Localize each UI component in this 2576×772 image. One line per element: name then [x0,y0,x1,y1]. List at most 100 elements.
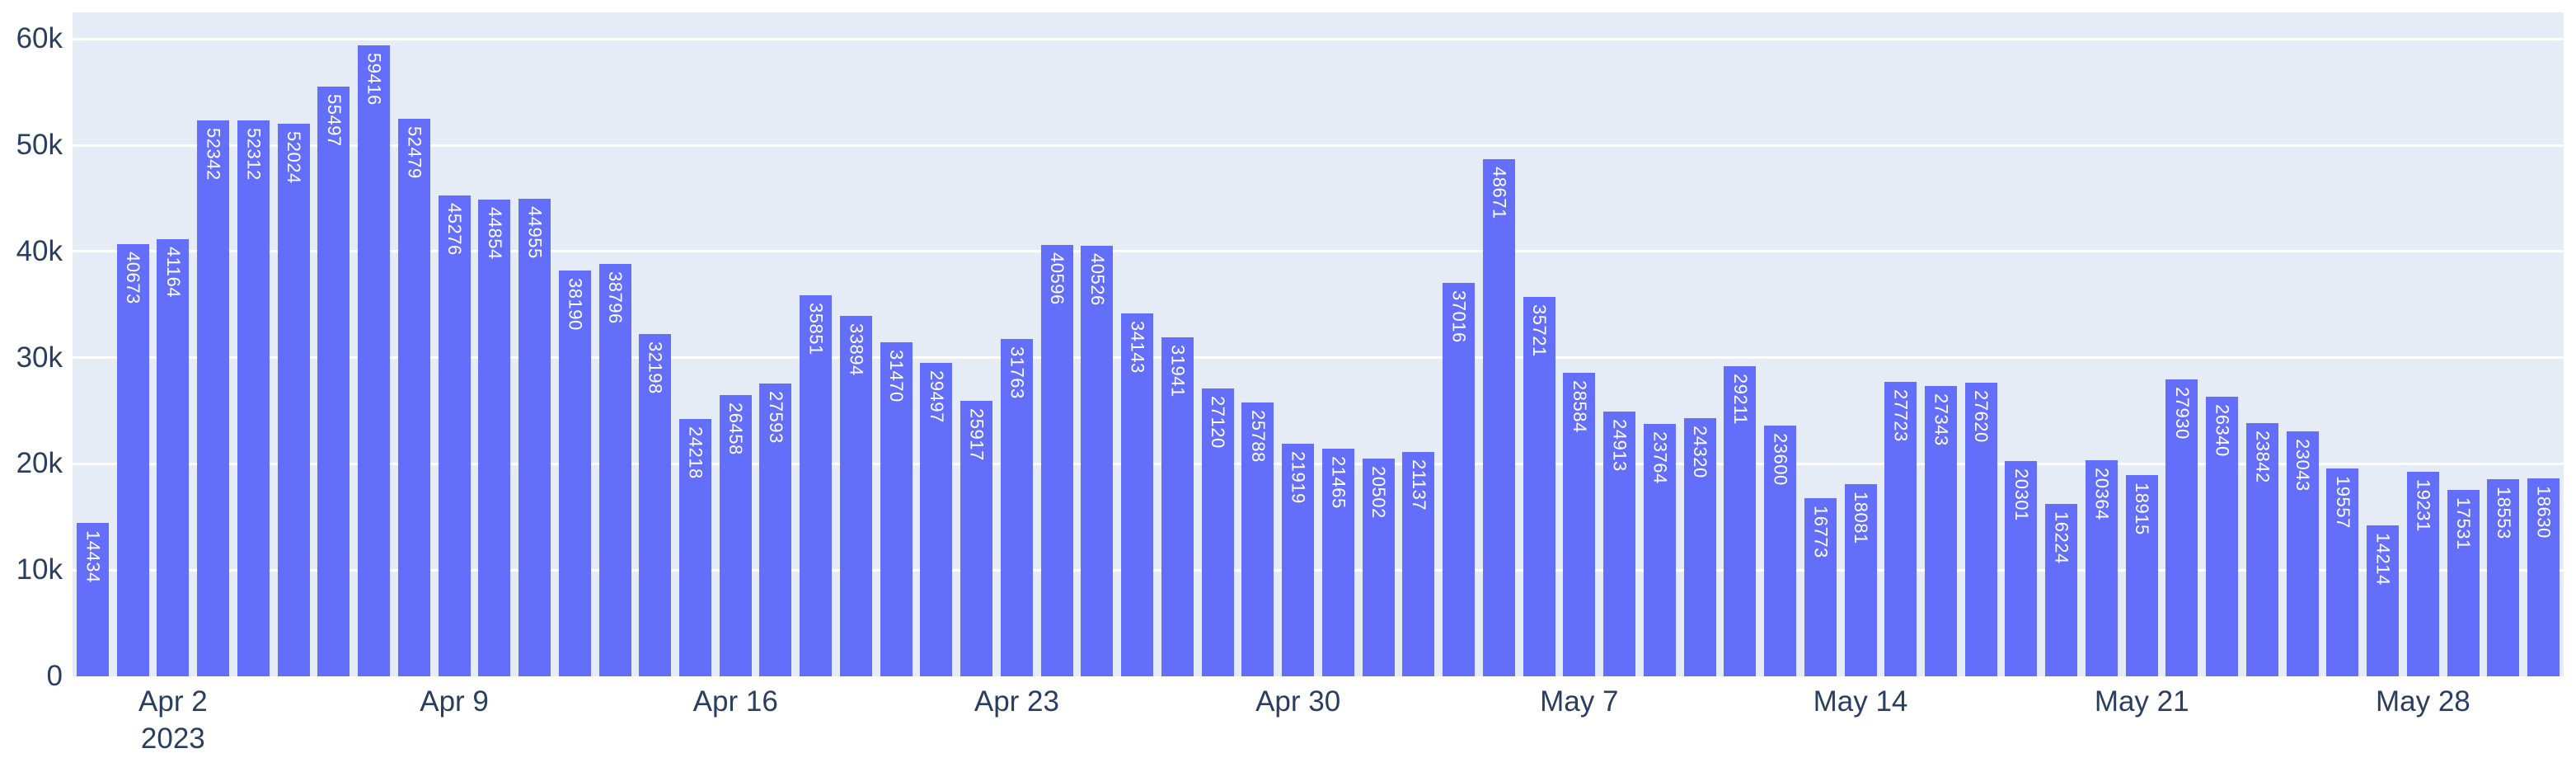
bar[interactable]: 25788 [1241,402,1274,676]
bar[interactable]: 41164 [157,238,190,676]
gridline [73,250,2564,253]
bar-value-label: 18553 [2493,487,2514,539]
bar-value-label: 23600 [1770,433,1791,486]
bar-value-label: 44854 [484,207,505,260]
bar[interactable]: 52312 [237,120,270,676]
bar[interactable]: 52479 [397,119,430,676]
bar[interactable]: 32198 [639,334,672,676]
bar[interactable]: 27620 [1964,383,1997,676]
bar[interactable]: 27120 [1201,388,1234,676]
bar[interactable]: 24320 [1683,417,1716,676]
bar[interactable]: 29497 [920,363,953,676]
bar[interactable]: 40673 [116,244,149,676]
bar[interactable]: 34143 [1121,313,1154,676]
bar[interactable]: 27723 [1884,381,1917,676]
y-axis-tick-label: 0 [46,660,63,692]
bar[interactable]: 35851 [800,295,833,676]
bar[interactable]: 48671 [1482,159,1515,676]
bar-value-label: 25917 [966,408,988,461]
bar[interactable]: 23764 [1643,423,1676,676]
bar[interactable]: 18081 [1844,484,1877,676]
bar[interactable]: 21465 [1321,448,1354,676]
bar[interactable]: 27593 [759,383,792,676]
bar[interactable]: 35721 [1523,296,1555,676]
bar-value-label: 18630 [2533,486,2555,539]
bar[interactable]: 21137 [1402,451,1435,676]
x-axis-tick-date: May 14 [1813,685,1908,718]
y-axis-tick-label: 30k [16,341,63,374]
bar[interactable]: 55497 [317,87,350,676]
bar[interactable]: 18630 [2527,478,2560,676]
y-axis-tick-label: 40k [16,234,63,267]
bar-value-label: 35721 [1529,304,1551,357]
bar[interactable]: 23842 [2245,422,2278,676]
bar[interactable]: 31763 [1000,338,1033,676]
bar-value-label: 31941 [1167,344,1189,398]
bar[interactable]: 14434 [76,523,109,676]
bar[interactable]: 20502 [1362,458,1395,676]
bar[interactable]: 16224 [2045,504,2078,676]
bar[interactable]: 33894 [839,316,872,676]
bar-value-label: 25788 [1247,409,1269,463]
bar[interactable]: 45276 [438,195,471,676]
bar[interactable]: 31470 [880,341,913,676]
bar[interactable]: 52024 [277,123,310,676]
x-axis-tick-label: Apr 23 [974,683,1059,720]
bar[interactable]: 44854 [478,200,511,676]
bar[interactable]: 26458 [719,395,752,676]
bar[interactable]: 20301 [2005,460,2038,676]
plot-area[interactable]: 14434 40673 41164 52342 52312 52024 55497 59416… [73,12,2564,676]
bar[interactable]: 23600 [1764,426,1797,676]
x-axis-tick-label: May 7 [1540,683,1618,720]
bar-value-label: 45276 [444,202,466,256]
bar-value-label: 19557 [2332,476,2353,529]
bar-value-label: 24913 [1609,419,1631,472]
bar[interactable]: 59416 [358,45,391,676]
bar-value-label: 52024 [284,130,305,184]
bar-value-label: 16773 [1810,505,1832,558]
bar-value-label: 31763 [1006,346,1028,399]
x-axis-tick-date: Apr 9 [420,685,489,718]
bar[interactable]: 28584 [1563,372,1596,676]
bar[interactable]: 19557 [2326,468,2359,676]
bar-value-label: 52479 [404,126,425,179]
bar[interactable]: 24218 [679,419,711,676]
bar[interactable]: 40526 [1081,246,1114,676]
bar[interactable]: 18915 [2125,475,2158,676]
bar[interactable]: 52342 [197,120,230,676]
bar[interactable]: 17531 [2447,490,2480,676]
bar[interactable]: 31941 [1161,337,1194,676]
bar[interactable]: 29211 [1724,365,1757,676]
bar[interactable]: 40596 [1040,245,1073,676]
y-axis-tick-label: 20k [16,447,63,480]
y-axis-tick-label: 60k [16,22,63,55]
bar[interactable]: 37016 [1443,283,1476,676]
bar-value-label: 14214 [2372,532,2394,586]
bar[interactable]: 24913 [1603,412,1636,676]
bar[interactable]: 38796 [598,264,631,676]
bar-value-label: 18915 [2132,482,2153,536]
bar-value-label: 26340 [2212,403,2233,457]
bar[interactable]: 38190 [558,271,591,676]
bar[interactable]: 19231 [2406,472,2439,676]
bar[interactable]: 20364 [2085,459,2118,676]
bar-value-label: 29211 [1729,373,1751,425]
bar[interactable]: 18553 [2487,479,2520,676]
bar[interactable]: 25917 [960,401,993,676]
bar-value-label: 29497 [926,370,947,423]
bar-value-label: 28584 [1569,379,1590,433]
bar-value-label: 32198 [645,341,666,394]
bar[interactable]: 27343 [1925,385,1957,676]
bar[interactable]: 21919 [1282,443,1315,676]
bar[interactable]: 27930 [2165,379,2198,676]
bar[interactable]: 26340 [2206,396,2239,676]
x-axis-tick-label: Apr 9 [420,683,489,720]
bar[interactable]: 44955 [518,198,551,676]
bar-value-label: 44955 [524,205,546,259]
bar-value-label: 41164 [162,246,184,298]
x-axis-tick-date: Apr 30 [1255,685,1341,718]
bar[interactable]: 23043 [2286,431,2319,676]
bar[interactable]: 14214 [2367,525,2400,676]
x-axis-tick-year: 2023 [140,723,205,755]
bar[interactable]: 16773 [1804,497,1837,676]
